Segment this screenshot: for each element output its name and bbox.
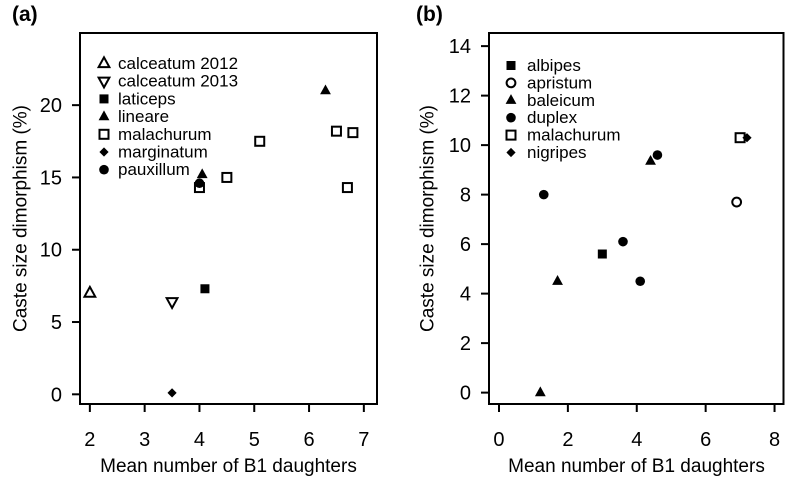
legend-item-pauxillum: pauxillum: [99, 160, 190, 179]
legend-marker-nigripes: [506, 147, 516, 158]
panel-a-x-tick-label: 4: [194, 429, 205, 451]
legend-label-laticeps: laticeps: [118, 89, 176, 108]
panel-b-x-tick-label: 4: [631, 429, 642, 451]
legend-item-marginatum: marginatum: [99, 143, 208, 162]
data-point-calceatum-2013-0: [164, 297, 180, 311]
panel-a-y-tick-label: 0: [51, 384, 62, 406]
legend-marker-marginatum: [99, 147, 109, 157]
panel-a-x-axis-title: Mean number of B1 daughters: [100, 456, 357, 477]
legend-item-calceatum-2013: calceatum 2013: [96, 72, 238, 91]
panel-b-label: (b): [416, 3, 443, 26]
legend-marker-pauxillum: [99, 164, 109, 175]
legend-marker-albipes: [506, 61, 516, 70]
panel-a-y-tick-label: 15: [40, 167, 62, 189]
legend-item-malachurum: malachurum: [98, 125, 212, 144]
panel-a-y-tick-label: 5: [51, 312, 62, 334]
panel-a-y-axis-title: Caste size dimorphism (%): [11, 105, 32, 332]
legend-marker-apristum: [505, 77, 517, 89]
panel-b-x-tick-label: 6: [700, 429, 711, 451]
data-point-marginatum-0: [167, 388, 177, 398]
data-point-lineare-0: [196, 168, 208, 179]
legend-item-apristum: apristum: [505, 73, 592, 92]
data-point-malachurum-5: [341, 182, 353, 194]
data-point-apristum-0: [731, 196, 743, 208]
panel-b-x-tick-label: 8: [769, 429, 780, 451]
legend-item-malachurum: malachurum: [505, 126, 621, 145]
legend-marker-calceatum-2012: [96, 55, 112, 69]
panel-b-x-tick-label: 0: [493, 429, 504, 451]
panel-a-x-tick-label: 3: [139, 429, 150, 451]
legend-label-apristum: apristum: [527, 73, 592, 92]
legend-label-albipes: albipes: [527, 56, 581, 75]
panel-a-plot-box: [79, 32, 378, 405]
panel-a-label: (a): [12, 3, 38, 26]
legend-label-calceatum-2013: calceatum 2013: [118, 72, 238, 91]
data-point-malachurum-1: [221, 171, 233, 183]
data-point-albipes-0: [597, 249, 607, 259]
legend-label-pauxillum: pauxillum: [118, 160, 190, 179]
legend-label-baleicum: baleicum: [527, 91, 595, 110]
panel-a-y-tick-label: 20: [40, 95, 62, 117]
data-point-laticeps-0: [200, 284, 210, 294]
legend-label-calceatum-2012: calceatum 2012: [118, 54, 238, 73]
data-point-lineare-1: [320, 84, 331, 95]
data-point-baleicum-1: [552, 275, 563, 285]
panel-b-legend: albipesapristumbaleicumduplexmalachurumn…: [505, 56, 621, 162]
legend-label-lineare: lineare: [118, 107, 169, 126]
panel-b-y-tick-label: 6: [460, 234, 471, 256]
legend-marker-baleicum: [505, 94, 517, 104]
legend-label-malachurum: malachurum: [118, 125, 212, 144]
data-point-duplex-1: [618, 236, 628, 247]
legend-label-marginatum: marginatum: [118, 143, 208, 162]
panel-b-y-tick-label: 8: [460, 185, 471, 207]
panel-b-y-tick-label: 4: [460, 284, 471, 306]
data-point-malachurum-4: [347, 127, 359, 139]
data-point-malachurum-3: [330, 125, 342, 137]
legend-label-nigripes: nigripes: [527, 143, 587, 162]
data-point-duplex-0: [538, 189, 549, 200]
data-point-baleicum-2: [645, 155, 656, 165]
panel-a-y-tick-label: 10: [40, 240, 62, 262]
legend-marker-calceatum-2013: [96, 76, 112, 90]
panel-b-y-tick-label: 12: [449, 86, 471, 108]
panel-a-x-tick-label: 5: [249, 429, 260, 451]
legend-item-laticeps: laticeps: [99, 89, 176, 108]
legend-item-lineare: lineare: [98, 107, 169, 126]
panel-b-y-axis-title: Caste size dimorphism (%): [418, 105, 439, 332]
data-point-malachurum-2: [254, 135, 266, 147]
data-point-duplex-2: [635, 276, 646, 287]
legend-item-baleicum: baleicum: [505, 91, 595, 110]
panel-b-y-tick-label: 10: [449, 135, 471, 157]
panel-a-x-tick-label: 7: [358, 429, 369, 451]
panel-b: (b) 0 2 4 6 8 0 2 4 6 8 10 12 14 Mean number of B1 dau…: [416, 3, 785, 477]
panel-a-x-tick-label: 2: [84, 429, 95, 451]
legend-item-calceatum-2012: calceatum 2012: [96, 54, 238, 73]
data-point-pauxillum-0: [194, 178, 205, 189]
legend-label-duplex: duplex: [527, 108, 578, 127]
panel-b-x-tick-label: 2: [562, 429, 573, 451]
legend-item-albipes: albipes: [506, 56, 581, 75]
legend-marker-malachurum: [505, 129, 517, 141]
panel-b-y-tick-label: 14: [449, 36, 471, 58]
panel-b-y-tick-label: 0: [460, 383, 471, 405]
legend-marker-malachurum: [98, 128, 110, 140]
data-point-baleicum-0: [534, 386, 546, 397]
legend-item-nigripes: nigripes: [506, 143, 587, 162]
legend-label-malachurum: malachurum: [527, 126, 621, 145]
data-point-calceatum-2012-0: [82, 284, 97, 298]
legend-marker-laticeps: [99, 94, 109, 104]
data-point-nigripes-0: [742, 133, 752, 143]
panel-a: (a) 2 3 4 5 6 7 0 5 10 15 20 Mean number of B1 daugh…: [11, 3, 378, 477]
data-point-duplex-3: [652, 150, 663, 160]
panel-b-y-tick-label: 2: [460, 333, 471, 355]
legend-marker-lineare: [98, 110, 110, 121]
legend-item-duplex: duplex: [506, 108, 578, 127]
legend-marker-duplex: [506, 112, 516, 123]
panel-a-x-tick-label: 6: [303, 429, 314, 451]
panel-b-x-axis-title: Mean number of B1 daughters: [508, 456, 765, 477]
